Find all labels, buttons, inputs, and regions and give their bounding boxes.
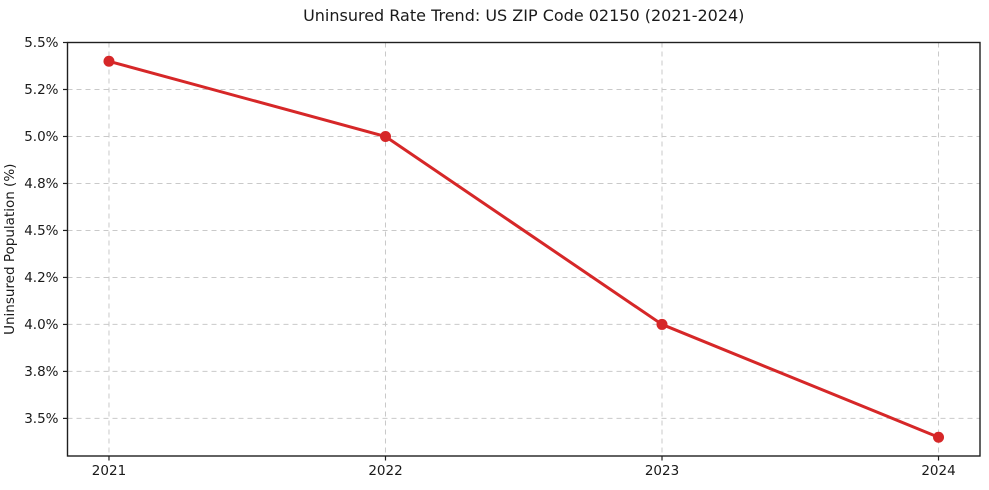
data-point-marker: [656, 318, 668, 330]
y-axis-title: Uninsured Population (%): [2, 164, 18, 335]
data-point-marker: [103, 55, 115, 67]
y-tick-label: 3.8%: [24, 364, 58, 380]
plot-border: [66, 41, 981, 457]
x-tick-label: 2023: [645, 463, 679, 479]
y-tick-label: 5.2%: [24, 82, 58, 98]
data-point-marker: [379, 130, 391, 142]
y-tick-label: 5.0%: [24, 129, 58, 145]
y-tick-label: 4.0%: [24, 317, 58, 333]
trend-line: [107, 59, 941, 439]
y-tick-label: 4.8%: [24, 176, 58, 192]
y-tick-label: 4.2%: [24, 270, 58, 286]
x-tick-label: 2024: [921, 463, 955, 479]
chart-title: Uninsured Rate Trend: US ZIP Code 02150 …: [303, 6, 744, 25]
x-tick-label: 2021: [92, 463, 126, 479]
y-tick-label: 5.5%: [24, 35, 58, 51]
y-tick-label: 4.5%: [24, 223, 58, 239]
y-tick-label: 3.5%: [24, 411, 58, 427]
data-point-marker: [933, 431, 945, 443]
x-tick-label: 2022: [368, 463, 402, 479]
